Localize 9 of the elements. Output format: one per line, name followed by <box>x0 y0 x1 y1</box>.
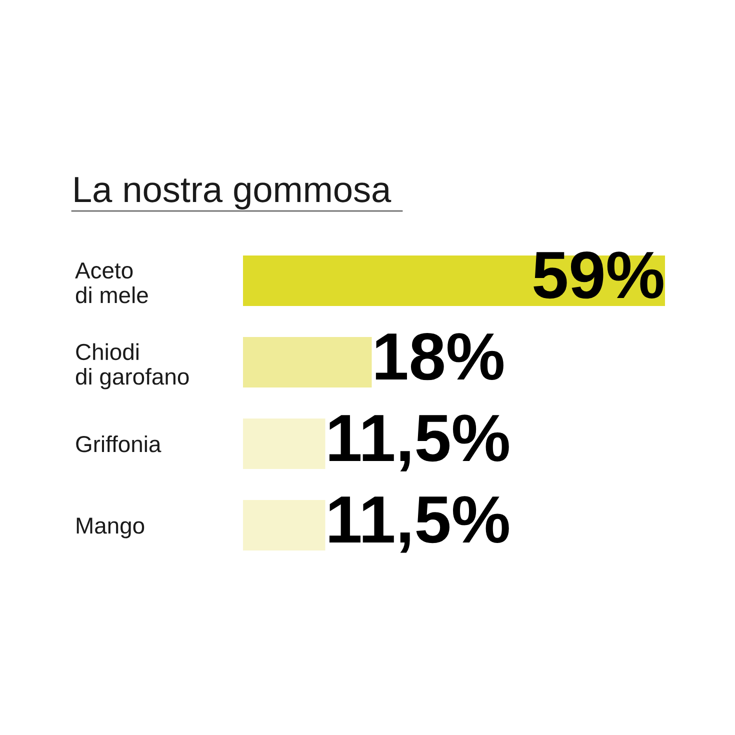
data-label: 59% <box>534 251 664 299</box>
data-label: 18% <box>376 332 504 380</box>
chart-title: La nostra gommosa <box>74 177 392 210</box>
data-label: 11,5% <box>329 414 509 472</box>
data-label: 11,5% <box>329 496 509 553</box>
y-tick-label: Chiodi di garofano <box>76 343 189 390</box>
y-tick-label: Aceto di mele <box>75 262 148 304</box>
y-tick-label: Mango <box>76 518 144 538</box>
y-tick-label: Griffonia <box>76 435 162 452</box>
